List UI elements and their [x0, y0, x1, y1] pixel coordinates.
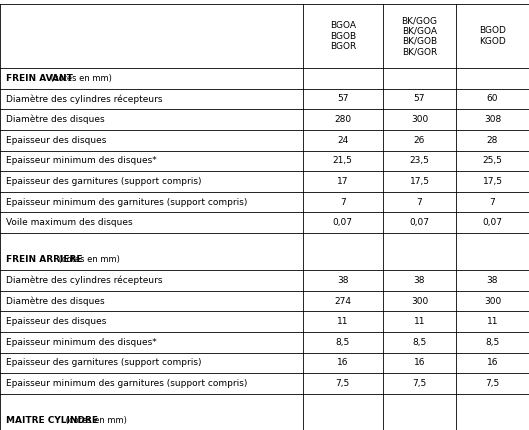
Text: FREIN AVANT: FREIN AVANT — [6, 74, 73, 83]
Text: 11: 11 — [487, 317, 498, 326]
Text: 7: 7 — [490, 198, 495, 206]
Text: 11: 11 — [414, 317, 425, 326]
Text: 7: 7 — [340, 198, 345, 206]
Text: (cotes en mm): (cotes en mm) — [56, 255, 120, 264]
Text: (cotes en mm): (cotes en mm) — [63, 416, 127, 425]
Text: 7,5: 7,5 — [413, 379, 426, 388]
Text: Diamètre des cylindres récepteurs: Diamètre des cylindres récepteurs — [6, 276, 163, 285]
Text: 16: 16 — [414, 359, 425, 367]
Text: 7,5: 7,5 — [486, 379, 499, 388]
Text: 16: 16 — [337, 359, 349, 367]
Text: Diamètre des disques: Diamètre des disques — [6, 115, 105, 124]
Text: 0,07: 0,07 — [482, 218, 503, 227]
Text: Epaisseur minimum des garnitures (support compris): Epaisseur minimum des garnitures (suppor… — [6, 379, 248, 388]
Text: BGOA
BGOB
BGOR: BGOA BGOB BGOR — [330, 21, 356, 51]
Text: 7: 7 — [417, 198, 422, 206]
Text: 7,5: 7,5 — [336, 379, 350, 388]
Text: BK/GOG
BK/GOA
BK/GOB
BK/GOR: BK/GOG BK/GOA BK/GOB BK/GOR — [402, 16, 437, 56]
Text: 11: 11 — [337, 317, 349, 326]
Text: 17,5: 17,5 — [409, 177, 430, 186]
Text: 38: 38 — [487, 276, 498, 285]
Text: Epaisseur des disques: Epaisseur des disques — [6, 317, 107, 326]
Text: Epaisseur des garnitures (support compris): Epaisseur des garnitures (support compri… — [6, 359, 202, 367]
Text: (cotes en mm): (cotes en mm) — [48, 74, 112, 83]
Text: 25,5: 25,5 — [482, 157, 503, 165]
Text: 300: 300 — [484, 297, 501, 305]
Text: 17,5: 17,5 — [482, 177, 503, 186]
Text: Voile maximum des disques: Voile maximum des disques — [6, 218, 133, 227]
Text: Diamètre des disques: Diamètre des disques — [6, 296, 105, 306]
Text: 0,07: 0,07 — [409, 218, 430, 227]
Text: FREIN ARRIERE: FREIN ARRIERE — [6, 255, 83, 264]
Text: 57: 57 — [414, 95, 425, 103]
Text: 60: 60 — [487, 95, 498, 103]
Text: BGOD
KGOD: BGOD KGOD — [479, 26, 506, 46]
Text: 23,5: 23,5 — [409, 157, 430, 165]
Text: 17: 17 — [337, 177, 349, 186]
Text: 280: 280 — [334, 115, 351, 124]
Text: 300: 300 — [411, 115, 428, 124]
Text: 16: 16 — [487, 359, 498, 367]
Text: 21,5: 21,5 — [333, 157, 353, 165]
Text: Epaisseur minimum des disques*: Epaisseur minimum des disques* — [6, 338, 157, 347]
Text: Epaisseur minimum des garnitures (support compris): Epaisseur minimum des garnitures (suppor… — [6, 198, 248, 206]
Text: 8,5: 8,5 — [486, 338, 499, 347]
Text: Diamètre des cylindres récepteurs: Diamètre des cylindres récepteurs — [6, 94, 163, 104]
Text: 300: 300 — [411, 297, 428, 305]
Text: 274: 274 — [334, 297, 351, 305]
Text: 24: 24 — [337, 136, 349, 144]
Text: Epaisseur minimum des disques*: Epaisseur minimum des disques* — [6, 157, 157, 165]
Text: 38: 38 — [414, 276, 425, 285]
Text: 8,5: 8,5 — [336, 338, 350, 347]
Text: 57: 57 — [337, 95, 349, 103]
Text: 26: 26 — [414, 136, 425, 144]
Text: 28: 28 — [487, 136, 498, 144]
Text: Epaisseur des garnitures (support compris): Epaisseur des garnitures (support compri… — [6, 177, 202, 186]
Text: MAITRE CYLINDRE: MAITRE CYLINDRE — [6, 416, 98, 425]
Text: 38: 38 — [337, 276, 349, 285]
Text: 0,07: 0,07 — [333, 218, 353, 227]
Text: Epaisseur des disques: Epaisseur des disques — [6, 136, 107, 144]
Text: 8,5: 8,5 — [413, 338, 426, 347]
Text: 308: 308 — [484, 115, 501, 124]
